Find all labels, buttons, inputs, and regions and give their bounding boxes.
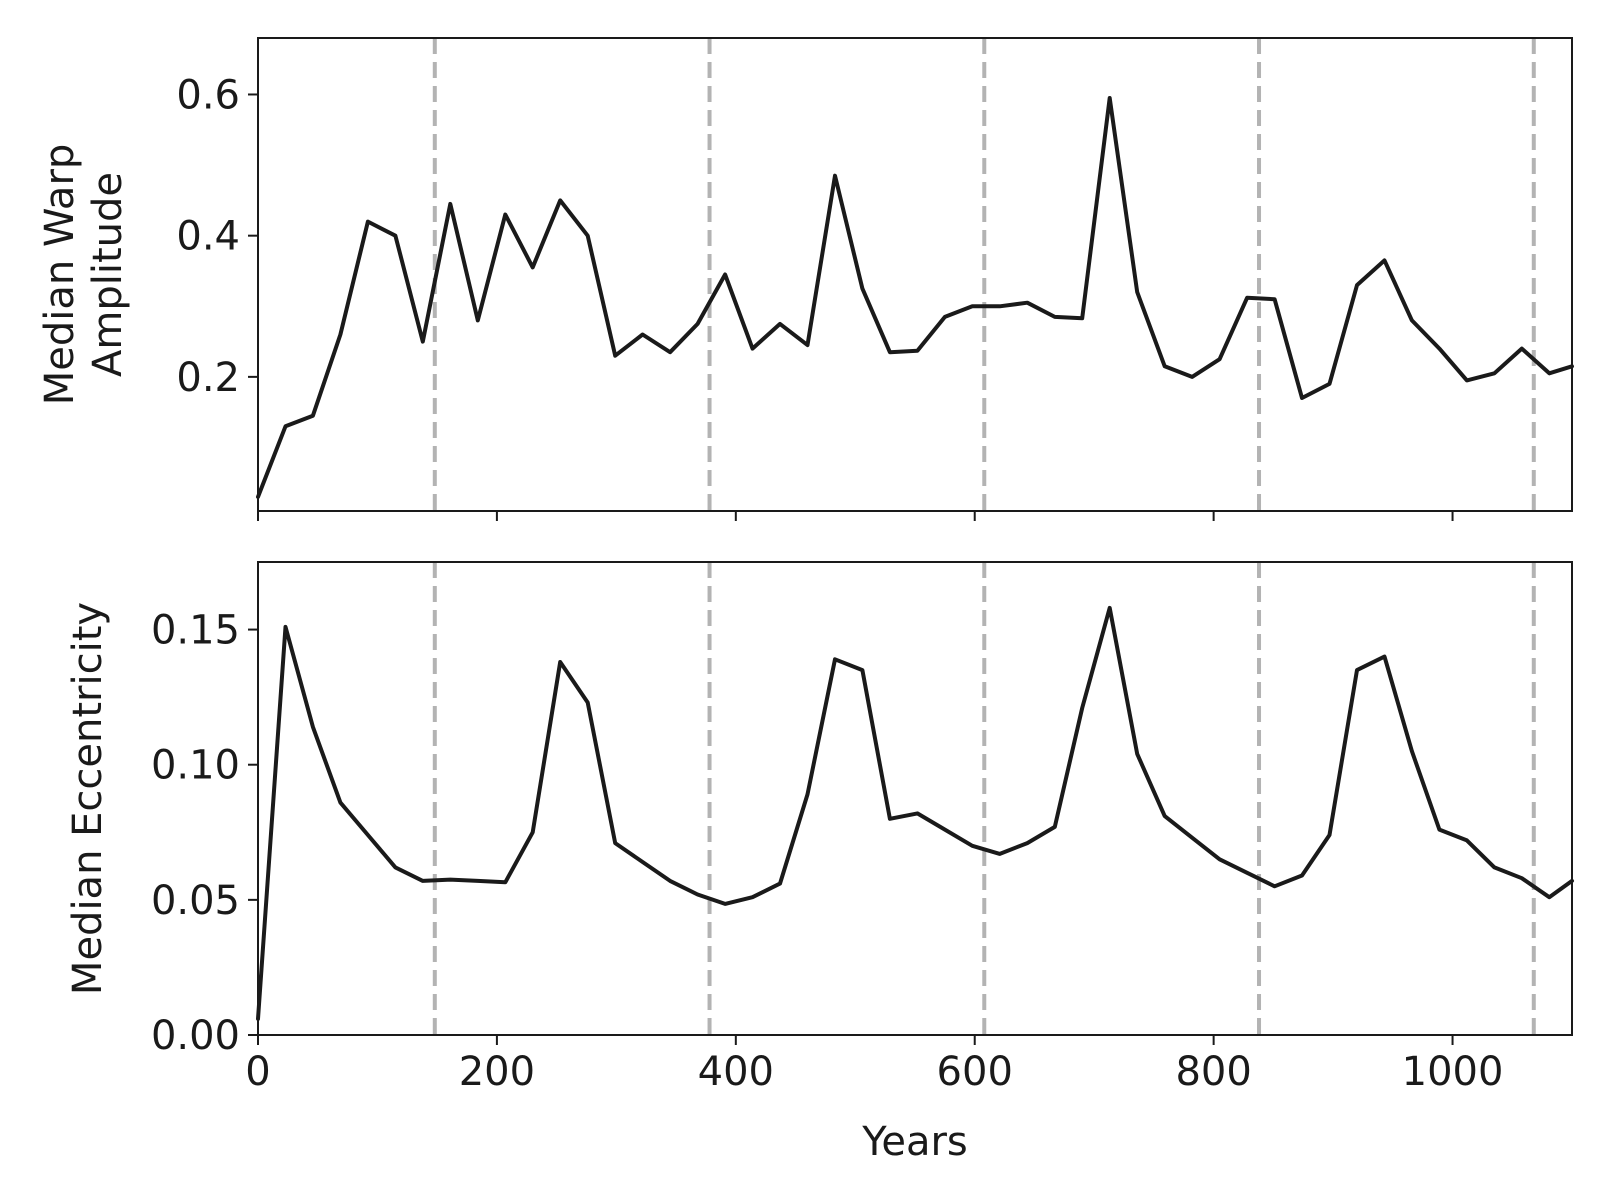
x-tick-label: 0 (245, 1049, 270, 1095)
eccentricity-line (256, 605, 1574, 1021)
eccentricity-axes-frame (257, 561, 1573, 1036)
y-tick-label: 0.05 (151, 878, 240, 924)
period-markers (432, 562, 1536, 1035)
eccentricity-panel: 0.00 0.05 0.10 0.15 0 200 400 600 800 1000 Media… (65, 561, 1574, 1165)
x-tick-label: 1000 (1402, 1049, 1504, 1095)
x-tick-label: 600 (937, 1049, 1013, 1095)
x-tick-label: 400 (698, 1049, 774, 1095)
eccentricity-y-label: Median Eccentricity (65, 602, 111, 995)
y-tick-label: 0.10 (151, 743, 240, 789)
y-tick-label: 0.4 (176, 214, 240, 260)
y-tick-label: 0.2 (176, 355, 240, 401)
eccentricity-x-ticks: 0 200 400 600 800 1000 (245, 1035, 1503, 1095)
y-tick-label: 0.00 (151, 1013, 240, 1059)
period-markers (432, 38, 1536, 511)
warp-amplitude-x-ticks (257, 511, 1454, 521)
x-axis-label: Years (861, 1119, 968, 1165)
warp-amplitude-panel: 0.2 0.4 0.6 Median Warp Amplitude (37, 37, 1574, 521)
eccentricity-y-ticks: 0.00 0.05 0.10 0.15 (151, 608, 258, 1059)
warp-amplitude-axes-frame (257, 37, 1573, 512)
x-tick-label: 800 (1175, 1049, 1251, 1095)
warp-amplitude-y-ticks: 0.2 0.4 0.6 (176, 72, 258, 401)
warp-amplitude-y-label-line-1: Median Warp (37, 144, 83, 406)
x-tick-label: 200 (459, 1049, 535, 1095)
warp-amplitude-y-label-line-2: Amplitude (85, 172, 131, 377)
warp-amplitude-line (256, 96, 1574, 499)
y-tick-label: 0.6 (176, 72, 240, 118)
y-tick-label: 0.15 (151, 608, 240, 654)
